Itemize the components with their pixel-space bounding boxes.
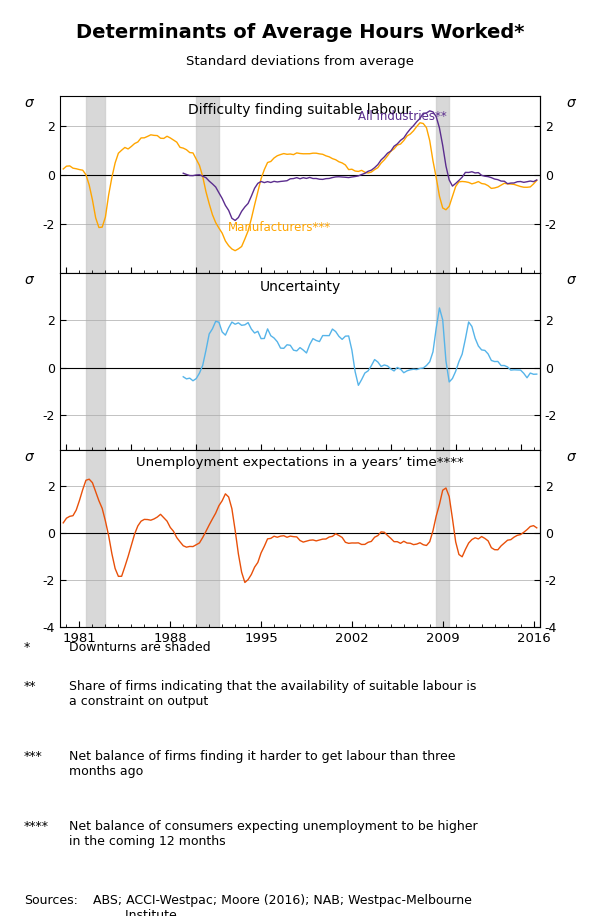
Text: ***: *** — [24, 750, 43, 763]
Text: *: * — [24, 641, 30, 654]
Text: ****: **** — [24, 820, 49, 833]
Text: σ: σ — [25, 96, 34, 110]
Text: Sources:: Sources: — [24, 894, 78, 907]
Text: σ: σ — [25, 273, 34, 288]
Bar — [196, 273, 219, 451]
Text: Uncertainty: Uncertainty — [259, 280, 341, 294]
Text: Unemployment expectations in a years’ time****: Unemployment expectations in a years’ ti… — [136, 455, 464, 469]
Bar — [436, 96, 449, 273]
Text: All industries**: All industries** — [358, 110, 446, 124]
Text: **: ** — [24, 681, 37, 693]
Bar — [86, 451, 106, 627]
Bar — [86, 96, 106, 273]
Text: σ: σ — [566, 96, 575, 110]
Text: Determinants of Average Hours Worked*: Determinants of Average Hours Worked* — [76, 23, 524, 42]
Text: Standard deviations from average: Standard deviations from average — [186, 55, 414, 68]
Text: σ: σ — [25, 451, 34, 464]
Text: Manufacturers***: Manufacturers*** — [228, 222, 331, 234]
Bar — [196, 96, 219, 273]
Text: Share of firms indicating that the availability of suitable labour is
a constrai: Share of firms indicating that the avail… — [69, 681, 476, 708]
Bar — [196, 451, 219, 627]
Text: Difficulty finding suitable labour: Difficulty finding suitable labour — [188, 104, 412, 117]
Text: Net balance of consumers expecting unemployment to be higher
in the coming 12 mo: Net balance of consumers expecting unemp… — [69, 820, 478, 847]
Bar — [436, 273, 449, 451]
Bar — [436, 451, 449, 627]
Bar — [86, 273, 106, 451]
Text: σ: σ — [566, 273, 575, 288]
Text: ABS; ACCI-Westpac; Moore (2016); NAB; Westpac-Melbourne
        Institute: ABS; ACCI-Westpac; Moore (2016); NAB; We… — [93, 894, 472, 916]
Text: Net balance of firms finding it harder to get labour than three
months ago: Net balance of firms finding it harder t… — [69, 750, 455, 778]
Text: Downturns are shaded: Downturns are shaded — [69, 641, 211, 654]
Text: σ: σ — [566, 451, 575, 464]
